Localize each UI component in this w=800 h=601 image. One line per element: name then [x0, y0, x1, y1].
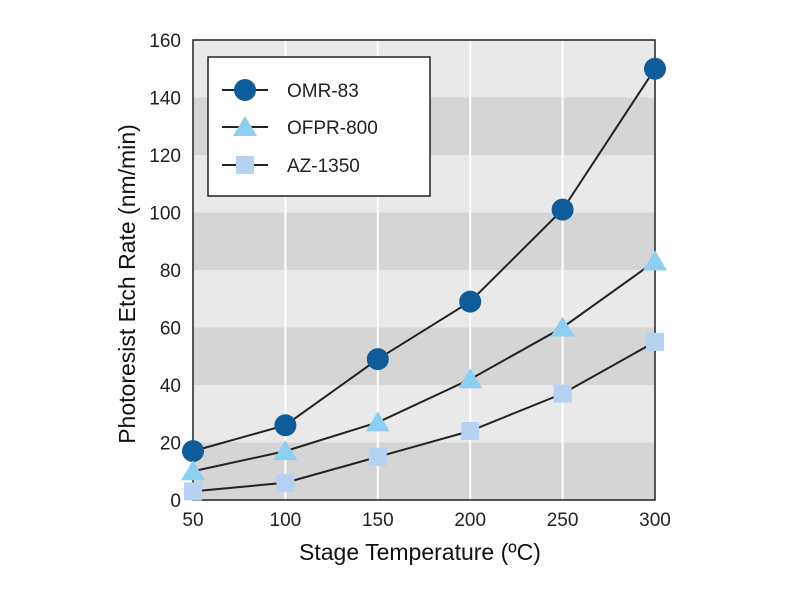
data-point-ofpr-800: [458, 368, 483, 389]
data-point-omr-83: [551, 198, 574, 221]
data-point-ofpr-800: [181, 460, 205, 481]
data-point-omr-83: [366, 348, 389, 371]
data-point-ofpr-800: [365, 411, 390, 432]
data-point-az-1350: [553, 384, 572, 403]
legend-label-omr-83: OMR-83: [287, 81, 359, 102]
data-point-omr-83: [274, 414, 297, 437]
x-tick-label: 100: [270, 510, 302, 531]
data-point-az-1350: [368, 447, 387, 466]
plot-band: [193, 442, 655, 500]
plot-band: [193, 270, 655, 328]
legend-entry-omr-83: OMR-83: [222, 79, 359, 102]
data-point-omr-83: [459, 290, 482, 313]
y-tick-label: 40: [160, 376, 181, 397]
series-line-ofpr-800: [192, 260, 656, 473]
data-point-ofpr-800: [643, 250, 667, 271]
legend-label-ofpr-800: OFPR-800: [287, 118, 378, 139]
legend-label-az-1350: AZ-1350: [287, 156, 360, 177]
x-tick-label: 250: [547, 510, 579, 531]
y-tick-label: 160: [149, 31, 181, 52]
x-axis-ticks: 50 100 150 200 250 300: [182, 510, 670, 531]
data-point-az-1350: [461, 422, 480, 440]
series-line-omr-83: [192, 68, 656, 453]
x-tick-label: 200: [454, 510, 486, 531]
data-point-omr-83: [644, 57, 666, 80]
y-tick-label: 0: [170, 491, 181, 512]
y-tick-label: 140: [149, 89, 181, 110]
y-tick-label: 100: [149, 204, 181, 225]
y-tick-label: 80: [160, 261, 181, 282]
legend-entry-ofpr-800: OFPR-800: [222, 116, 378, 139]
y-tick-label: 60: [160, 319, 181, 340]
series-markers: [181, 57, 667, 501]
x-axis-title: Stage Temperature (ºC): [299, 539, 541, 565]
plot-band: [193, 385, 655, 443]
data-point-omr-83: [182, 440, 204, 463]
x-tick-label: 50: [182, 510, 203, 531]
plot-band: [193, 327, 655, 385]
data-point-ofpr-800: [550, 316, 575, 337]
x-tick-label: 150: [362, 510, 394, 531]
data-point-az-1350: [646, 332, 664, 351]
y-axis-title: Photoresist Etch Rate (nm/min): [114, 124, 140, 444]
y-tick-label: 20: [160, 434, 181, 455]
legend-marker-az-1350: [236, 156, 254, 174]
series-lines: [192, 68, 656, 493]
data-point-az-1350: [276, 473, 295, 492]
legend-marker-omr-83: [234, 79, 256, 101]
y-tick-label: 120: [149, 146, 181, 167]
data-point-az-1350: [184, 482, 202, 501]
y-axis-ticks: 0 20 40 60 80 100 120 140 160: [149, 31, 181, 512]
x-tick-label: 300: [639, 510, 671, 531]
legend: OMR-83 OFPR-800 AZ-1350: [207, 56, 431, 197]
data-point-ofpr-800: [273, 440, 298, 461]
legend-entry-az-1350: AZ-1350: [222, 156, 360, 177]
legend-marker-ofpr-800: [233, 116, 257, 136]
series-line-az-1350: [192, 341, 656, 493]
plot-band: [193, 212, 655, 270]
